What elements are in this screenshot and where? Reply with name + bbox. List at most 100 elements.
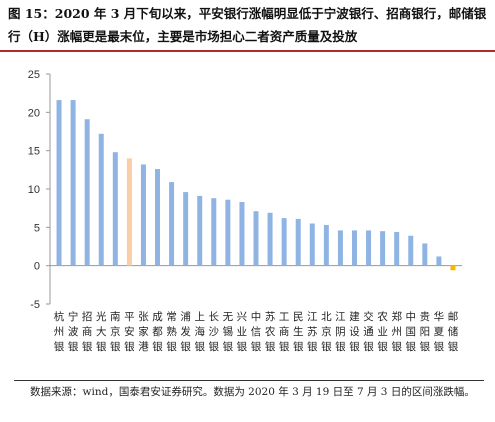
category-label-char: 银 — [96, 340, 107, 353]
category-label-char: 邮 — [448, 310, 459, 323]
bar — [126, 158, 132, 266]
category-label-char: 港 — [138, 341, 149, 353]
category-label-char: 银 — [54, 340, 65, 353]
category-label-char: 银 — [448, 340, 459, 353]
bar — [253, 211, 259, 266]
category-label-char: 银 — [349, 340, 360, 353]
category-label-char: 成 — [152, 311, 163, 323]
bar — [422, 243, 428, 266]
category-label-char: 宁 — [68, 310, 79, 323]
category-label-char: 光 — [96, 310, 107, 323]
category-label-char: 银 — [152, 340, 163, 353]
category-label-char: 农 — [377, 310, 388, 323]
category-label-char: 江 — [335, 311, 346, 323]
bar — [112, 152, 118, 266]
bar — [394, 231, 400, 266]
category-label-char: 杭 — [54, 310, 65, 323]
bar — [183, 192, 189, 266]
category-label-char: 银 — [223, 340, 234, 353]
category-label-char: 银 — [251, 340, 262, 353]
bar — [380, 231, 386, 266]
category-label-char: 银 — [406, 340, 417, 353]
category-label-char: 熟 — [166, 325, 177, 338]
bar — [197, 195, 203, 266]
source-note: 数据来源：wind，国泰君安证券研究。数据为 2020 年 3 月 19 日至 … — [30, 386, 475, 398]
category-label-char: 银 — [180, 340, 191, 353]
category-label-char: 平 — [124, 311, 135, 323]
category-label-char: 银 — [124, 340, 135, 353]
category-label-char: 设 — [349, 326, 360, 338]
figure-caption: 图 15：2020 年 3 月下旬以来，平安银行涨幅明显低于宁波银行、招商银行，… — [8, 6, 487, 44]
y-tick-label: 0 — [34, 261, 40, 273]
category-label-char: 通 — [363, 326, 374, 338]
category-label-char: 银 — [110, 340, 121, 353]
category-label-char: 苏 — [307, 325, 318, 338]
category-label-char: 银 — [335, 340, 346, 353]
bar — [295, 218, 301, 266]
bar — [239, 202, 245, 266]
y-tick-label: -5 — [30, 299, 40, 311]
category-label-char: 南 — [110, 310, 121, 323]
category-label-char: 夏 — [434, 326, 445, 338]
category-label-char: 银 — [166, 340, 177, 353]
category-label-char: 州 — [391, 326, 402, 338]
y-tick-label: 25 — [28, 69, 40, 81]
category-label-char: 银 — [363, 340, 374, 353]
category-label-char: 招 — [82, 310, 93, 323]
category-label-char: 锡 — [223, 325, 234, 338]
category-label-char: 郑 — [391, 310, 402, 323]
category-label-char: 银 — [194, 340, 205, 353]
category-label-char: 大 — [96, 325, 107, 338]
y-tick-label: 10 — [28, 184, 40, 196]
category-label-char: 银 — [82, 340, 93, 353]
caption-divider — [0, 50, 495, 52]
bar — [267, 212, 273, 266]
category-label-char: 银 — [391, 340, 402, 353]
category-label-char: 沙 — [209, 326, 220, 338]
bar-chart: -5 0 5 10 15 20 25 杭州银 宁波银 招商银 光大银 南京银 平安银 张家港 成都银 常熟银 浦… — [28, 69, 462, 353]
bar — [436, 256, 442, 266]
category-label-char: 无 — [223, 311, 234, 323]
category-label-char: 信 — [251, 326, 262, 338]
category-label-char: 州 — [54, 326, 65, 338]
category-label-char: 银 — [237, 340, 248, 353]
category-label-char: 业 — [377, 326, 388, 338]
category-label-char: 银 — [68, 340, 79, 353]
category-label-char: 常 — [166, 310, 177, 323]
category-label-char: 银 — [420, 340, 431, 353]
category-label-char: 银 — [321, 340, 332, 353]
y-tick-label: 5 — [34, 222, 40, 234]
bar — [450, 265, 456, 271]
category-label-char: 交 — [363, 310, 374, 323]
bar — [281, 218, 287, 266]
category-label-char: 银 — [293, 340, 304, 353]
y-tick-label: 20 — [28, 107, 40, 119]
category-label-char: 银 — [377, 340, 388, 353]
category-label-char: 商 — [82, 325, 93, 338]
bar — [408, 235, 414, 266]
bar — [337, 230, 343, 266]
category-label-char: 银 — [434, 340, 445, 353]
category-label-char: 阴 — [335, 326, 346, 338]
category-label-char: 华 — [434, 310, 445, 323]
category-label-char: 浦 — [180, 310, 191, 323]
category-label-char: 业 — [237, 326, 248, 338]
category-label-char: 银 — [265, 340, 276, 353]
category-label-char: 中 — [406, 310, 417, 323]
category-label-char: 安 — [124, 325, 135, 338]
bar — [84, 119, 90, 266]
category-label-char: 工 — [279, 311, 290, 323]
category-label-char: 建 — [349, 310, 360, 323]
bar — [225, 199, 231, 266]
bar — [98, 133, 104, 266]
bar — [211, 198, 217, 266]
category-label-char: 都 — [152, 326, 163, 338]
category-label-char: 银 — [279, 340, 290, 353]
category-label-char: 发 — [180, 325, 191, 338]
category-label-char: 兴 — [237, 311, 248, 323]
category-label-char: 国 — [406, 326, 417, 338]
bar — [323, 225, 329, 266]
category-label-char: 储 — [448, 325, 459, 338]
category-label-char: 海 — [194, 325, 205, 338]
category-label-char: 京 — [321, 325, 332, 338]
